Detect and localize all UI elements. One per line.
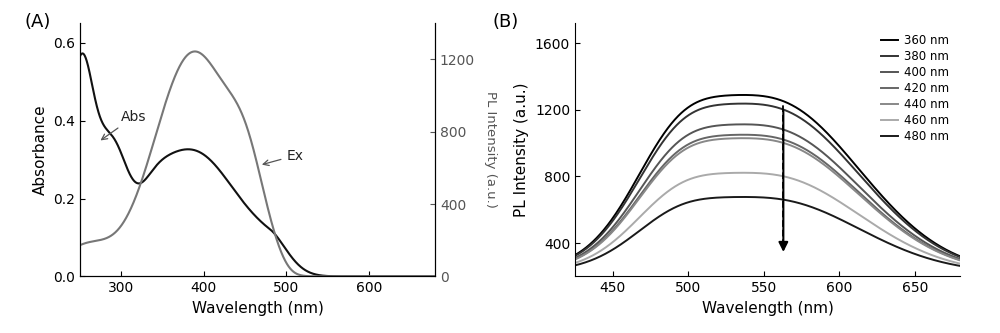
- Legend: 360 nm, 380 nm, 400 nm, 420 nm, 440 nm, 460 nm, 480 nm: 360 nm, 380 nm, 400 nm, 420 nm, 440 nm, …: [876, 29, 954, 148]
- 400 nm: [737, 122, 749, 126]
- 380 nm: [737, 102, 749, 106]
- 440 nm: [739, 136, 751, 140]
- 380 nm: [608, 217, 620, 221]
- X-axis label: Wavelength (nm): Wavelength (nm): [702, 301, 833, 316]
- 480 nm: [954, 264, 966, 268]
- 400 nm: [739, 122, 751, 126]
- 480 nm: [725, 195, 737, 199]
- Text: (B): (B): [492, 13, 518, 31]
- Line: 480 nm: 480 nm: [575, 197, 960, 266]
- 420 nm: [877, 212, 889, 216]
- 460 nm: [737, 171, 749, 175]
- 480 nm: [877, 238, 889, 242]
- Y-axis label: PL Intensity (a.u.): PL Intensity (a.u.): [514, 83, 529, 217]
- 420 nm: [834, 173, 846, 177]
- 400 nm: [870, 201, 882, 205]
- 400 nm: [877, 207, 889, 211]
- 380 nm: [834, 151, 846, 155]
- 460 nm: [739, 171, 751, 175]
- 440 nm: [608, 228, 620, 232]
- Text: Ex: Ex: [263, 149, 303, 166]
- 420 nm: [608, 227, 620, 231]
- 360 nm: [737, 93, 749, 97]
- 400 nm: [725, 123, 737, 127]
- Line: 440 nm: 440 nm: [575, 138, 960, 260]
- 420 nm: [725, 133, 737, 137]
- Text: (A): (A): [25, 13, 51, 31]
- 440 nm: [834, 175, 846, 179]
- Y-axis label: Absorbance: Absorbance: [33, 105, 48, 195]
- 360 nm: [870, 187, 882, 191]
- Line: 380 nm: 380 nm: [575, 104, 960, 257]
- 460 nm: [834, 200, 846, 204]
- 480 nm: [569, 263, 581, 267]
- 420 nm: [870, 205, 882, 209]
- 360 nm: [725, 93, 737, 97]
- 440 nm: [725, 137, 737, 141]
- 460 nm: [569, 261, 581, 265]
- Y-axis label: PL Intensity (a.u.): PL Intensity (a.u.): [484, 92, 497, 208]
- 460 nm: [954, 262, 966, 266]
- 400 nm: [608, 223, 620, 227]
- 460 nm: [870, 223, 882, 227]
- 440 nm: [569, 257, 581, 261]
- 360 nm: [954, 254, 966, 258]
- 380 nm: [739, 102, 751, 106]
- 380 nm: [870, 191, 882, 195]
- 360 nm: [739, 93, 751, 97]
- Line: 460 nm: 460 nm: [575, 173, 960, 264]
- 360 nm: [569, 253, 581, 257]
- 420 nm: [737, 133, 749, 137]
- 480 nm: [834, 217, 846, 221]
- 380 nm: [725, 102, 737, 106]
- 420 nm: [569, 257, 581, 261]
- Text: Abs: Abs: [102, 110, 147, 140]
- 440 nm: [737, 136, 749, 140]
- 460 nm: [608, 239, 620, 243]
- X-axis label: Wavelength (nm): Wavelength (nm): [192, 301, 323, 316]
- 360 nm: [608, 214, 620, 218]
- Line: 360 nm: 360 nm: [575, 95, 960, 256]
- 420 nm: [954, 258, 966, 262]
- 400 nm: [569, 256, 581, 260]
- 480 nm: [608, 247, 620, 251]
- 360 nm: [877, 194, 889, 198]
- 480 nm: [739, 195, 751, 199]
- 440 nm: [877, 213, 889, 217]
- Line: 420 nm: 420 nm: [575, 135, 960, 260]
- 460 nm: [725, 171, 737, 175]
- 380 nm: [569, 254, 581, 258]
- 380 nm: [954, 255, 966, 259]
- 480 nm: [737, 195, 749, 199]
- 460 nm: [877, 228, 889, 232]
- 400 nm: [954, 257, 966, 261]
- 380 nm: [877, 198, 889, 202]
- 360 nm: [834, 145, 846, 149]
- 400 nm: [834, 166, 846, 169]
- 440 nm: [954, 258, 966, 262]
- 480 nm: [870, 235, 882, 239]
- 420 nm: [739, 133, 751, 137]
- Line: 400 nm: 400 nm: [575, 124, 960, 259]
- 440 nm: [870, 207, 882, 211]
